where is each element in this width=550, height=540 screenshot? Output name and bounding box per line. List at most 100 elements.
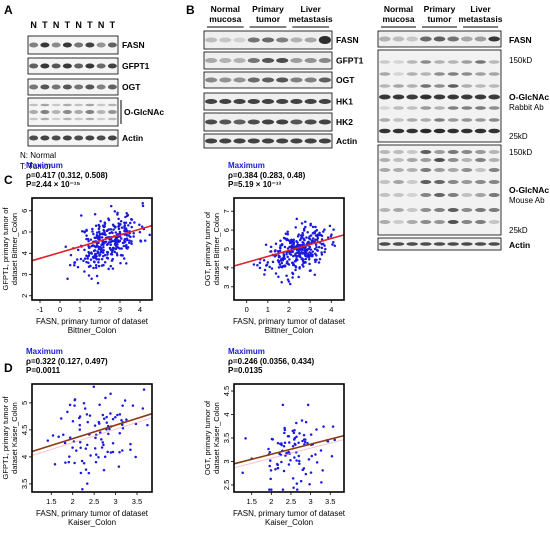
blot-band	[474, 94, 487, 100]
data-point	[129, 448, 132, 452]
data-point	[324, 247, 327, 251]
plot-frame	[31, 383, 153, 493]
data-point	[93, 447, 97, 450]
blot-band	[219, 58, 232, 63]
data-point	[268, 451, 272, 454]
data-point	[274, 468, 277, 471]
data-point	[118, 230, 122, 234]
lane-label: N	[75, 20, 82, 30]
data-point	[299, 255, 302, 259]
data-point	[107, 432, 110, 436]
data-point	[298, 462, 301, 466]
blot-band	[488, 106, 500, 110]
data-point	[115, 252, 119, 255]
data-point	[314, 230, 317, 233]
data-point	[310, 454, 314, 458]
blot-band	[96, 135, 106, 141]
data-point	[256, 264, 259, 267]
data-point	[269, 459, 272, 462]
row-label: FASN	[336, 35, 359, 45]
fit-line	[233, 434, 345, 465]
data-point	[295, 459, 298, 462]
data-point	[118, 239, 122, 243]
blot-band	[393, 193, 404, 197]
data-point	[113, 250, 117, 254]
data-point	[297, 441, 300, 444]
data-point	[138, 223, 141, 226]
row-label: GFPT1	[122, 61, 150, 71]
blot-band	[447, 193, 459, 197]
data-point	[282, 469, 286, 473]
data-point	[314, 252, 317, 256]
data-point	[288, 252, 291, 256]
data-point	[68, 455, 71, 458]
data-point	[125, 243, 128, 247]
chart-header: Maximum	[228, 347, 265, 356]
data-point	[326, 236, 330, 239]
blot-band	[261, 138, 275, 144]
data-point	[122, 257, 126, 260]
blot-band	[107, 103, 117, 107]
blot-band	[29, 103, 39, 107]
blot-band	[85, 63, 95, 69]
chart-header: Maximum	[228, 161, 265, 170]
blot-band	[461, 118, 473, 122]
data-point	[97, 230, 101, 233]
data-point	[107, 218, 111, 222]
data-point	[110, 253, 114, 256]
data-point	[267, 447, 270, 451]
data-point	[96, 281, 100, 285]
data-point	[83, 257, 87, 260]
blot-band	[406, 150, 418, 154]
data-point	[95, 231, 99, 234]
blot-band	[488, 242, 500, 246]
data-point	[91, 230, 94, 233]
blot-band	[420, 193, 432, 197]
blot-band	[392, 36, 405, 42]
data-point	[116, 243, 119, 246]
data-point	[73, 264, 76, 267]
data-point	[307, 458, 311, 461]
blot-strip	[27, 57, 119, 75]
blot-band	[475, 150, 486, 154]
data-point	[316, 238, 319, 241]
legend-tumor: T: Tumor	[20, 162, 51, 171]
plot-frame	[31, 197, 153, 301]
blot-band	[461, 72, 473, 76]
data-point	[320, 251, 323, 254]
data-point	[117, 217, 120, 221]
blot-band	[247, 37, 260, 43]
data-point	[87, 274, 91, 277]
blot-band	[434, 60, 445, 64]
data-point	[88, 252, 91, 255]
blot-band	[318, 138, 331, 144]
marker-label: 150kD	[509, 56, 532, 65]
data-point	[285, 451, 288, 455]
data-point	[91, 227, 94, 231]
data-point	[291, 276, 294, 279]
data-point	[301, 259, 305, 263]
data-point	[112, 224, 116, 228]
blot-band	[488, 72, 500, 76]
blot-band	[51, 117, 61, 121]
data-point	[116, 239, 119, 242]
data-point	[332, 240, 335, 244]
blot-band	[447, 128, 459, 134]
data-point	[128, 239, 131, 242]
row-label: Actin	[122, 133, 143, 143]
blot-band	[40, 103, 50, 107]
blot-band	[434, 168, 445, 172]
data-point	[86, 420, 90, 424]
blot-band	[488, 220, 500, 224]
data-point	[313, 273, 317, 276]
data-point	[130, 242, 133, 245]
blot-band	[379, 60, 391, 64]
data-point	[308, 253, 311, 257]
data-point	[93, 213, 97, 216]
data-point	[101, 251, 105, 254]
data-point	[97, 456, 100, 459]
y-tick-label: 2	[20, 294, 29, 298]
data-point	[102, 248, 105, 252]
blot-band	[475, 72, 486, 76]
